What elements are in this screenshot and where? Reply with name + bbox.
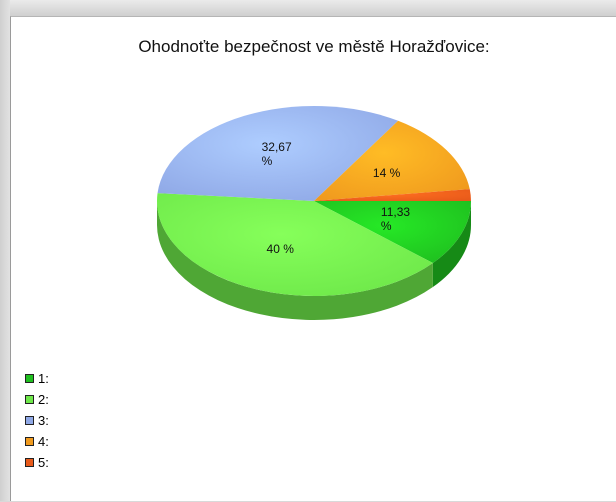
legend-swatch <box>25 395 34 404</box>
legend-label: 3: <box>38 413 49 428</box>
pie-slice-3 <box>157 105 399 201</box>
legend-item-1: 1: <box>25 368 49 389</box>
pie-side-2 <box>156 201 433 321</box>
pie-slices <box>156 105 472 296</box>
legend-swatch <box>25 374 34 383</box>
pie-label-3: 32,67% <box>262 140 292 168</box>
pie-chart: 11,33 % 40 % 32,67 % 14 % <box>156 105 472 321</box>
legend-swatch <box>25 416 34 425</box>
legend-swatch <box>25 458 34 467</box>
legend-item-3: 3: <box>25 410 49 431</box>
pie-labels: 11,33 % 40 % 32,67 % 14 % <box>262 140 411 256</box>
pie-slice-4 <box>314 120 470 201</box>
chart-panel: Ohodnoťte bezpečnost ve městě Horažďovic… <box>10 16 616 501</box>
pie-label-1: 11,33% <box>381 205 410 233</box>
pie-side-1 <box>432 201 472 288</box>
legend-label: 4: <box>38 434 49 449</box>
pie-slice-1 <box>314 201 472 264</box>
legend-label: 5: <box>38 455 49 470</box>
legend-swatch <box>25 437 34 446</box>
chart-legend: 1: 2: 3: 4: 5: <box>25 368 49 473</box>
pie-slice-2 <box>156 193 433 296</box>
window-frame-left <box>0 0 10 501</box>
legend-label: 1: <box>38 371 49 386</box>
chart-title: Ohodnoťte bezpečnost ve městě Horažďovic… <box>138 37 490 56</box>
legend-label: 2: <box>38 392 49 407</box>
legend-item-5: 5: <box>25 452 49 473</box>
pie-label-4: 14 % <box>373 166 401 180</box>
legend-item-2: 2: <box>25 389 49 410</box>
pie-side-walls <box>156 201 472 321</box>
legend-item-4: 4: <box>25 431 49 452</box>
pie-label-2: 40 % <box>267 242 295 256</box>
pie-slice-5 <box>314 189 472 201</box>
window-frame-top <box>0 0 616 16</box>
